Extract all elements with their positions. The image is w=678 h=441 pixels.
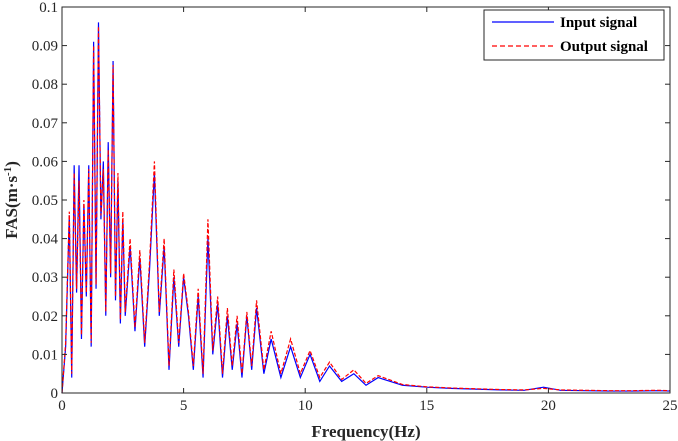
y-tick-label: 0.04 [32,232,59,248]
y-axis-label: FAS(m·s-1) [2,161,21,239]
y-axis-label-close: ) [2,161,21,167]
y-tick-label: 0.03 [32,270,58,286]
y-tick-label: 0.1 [39,0,58,16]
y-axis-ticks: 0 0.01 0.02 0.03 0.04 0.05 0.06 0.07 0.08 0.09 0.1 [32,0,670,402]
x-tick-label: 5 [180,398,188,414]
legend: Input signal Output signal [483,9,665,61]
y-axis-label-main: FAS(m·s [2,176,21,239]
y-tick-label: 0.06 [32,154,59,170]
y-tick-label: 0.01 [32,347,58,363]
series-line-input [61,22,671,394]
series-layer [61,22,671,394]
x-tick-label: 20 [541,398,556,414]
y-tick-label: 0.07 [32,116,59,132]
legend-output-label: Output signal [560,39,648,55]
y-tick-label: 0.08 [32,77,58,93]
x-tick-label: 25 [663,398,678,414]
y-tick-label: 0 [51,386,59,402]
x-axis-ticks: 0 5 10 15 20 25 [58,7,678,414]
legend-input-label: Input signal [560,15,637,31]
y-tick-label: 0.05 [32,193,58,209]
x-tick-label: 15 [419,398,434,414]
x-tick-label: 10 [298,398,313,414]
y-tick-label: 0.09 [32,39,58,55]
y-tick-label: 0.02 [32,309,58,325]
x-tick-label: 0 [58,398,66,414]
series-line-output [61,26,671,394]
legend-box [483,9,665,61]
y-axis-label-exponent: -1 [2,167,14,176]
x-axis-label: Frequency(Hz) [311,422,420,441]
